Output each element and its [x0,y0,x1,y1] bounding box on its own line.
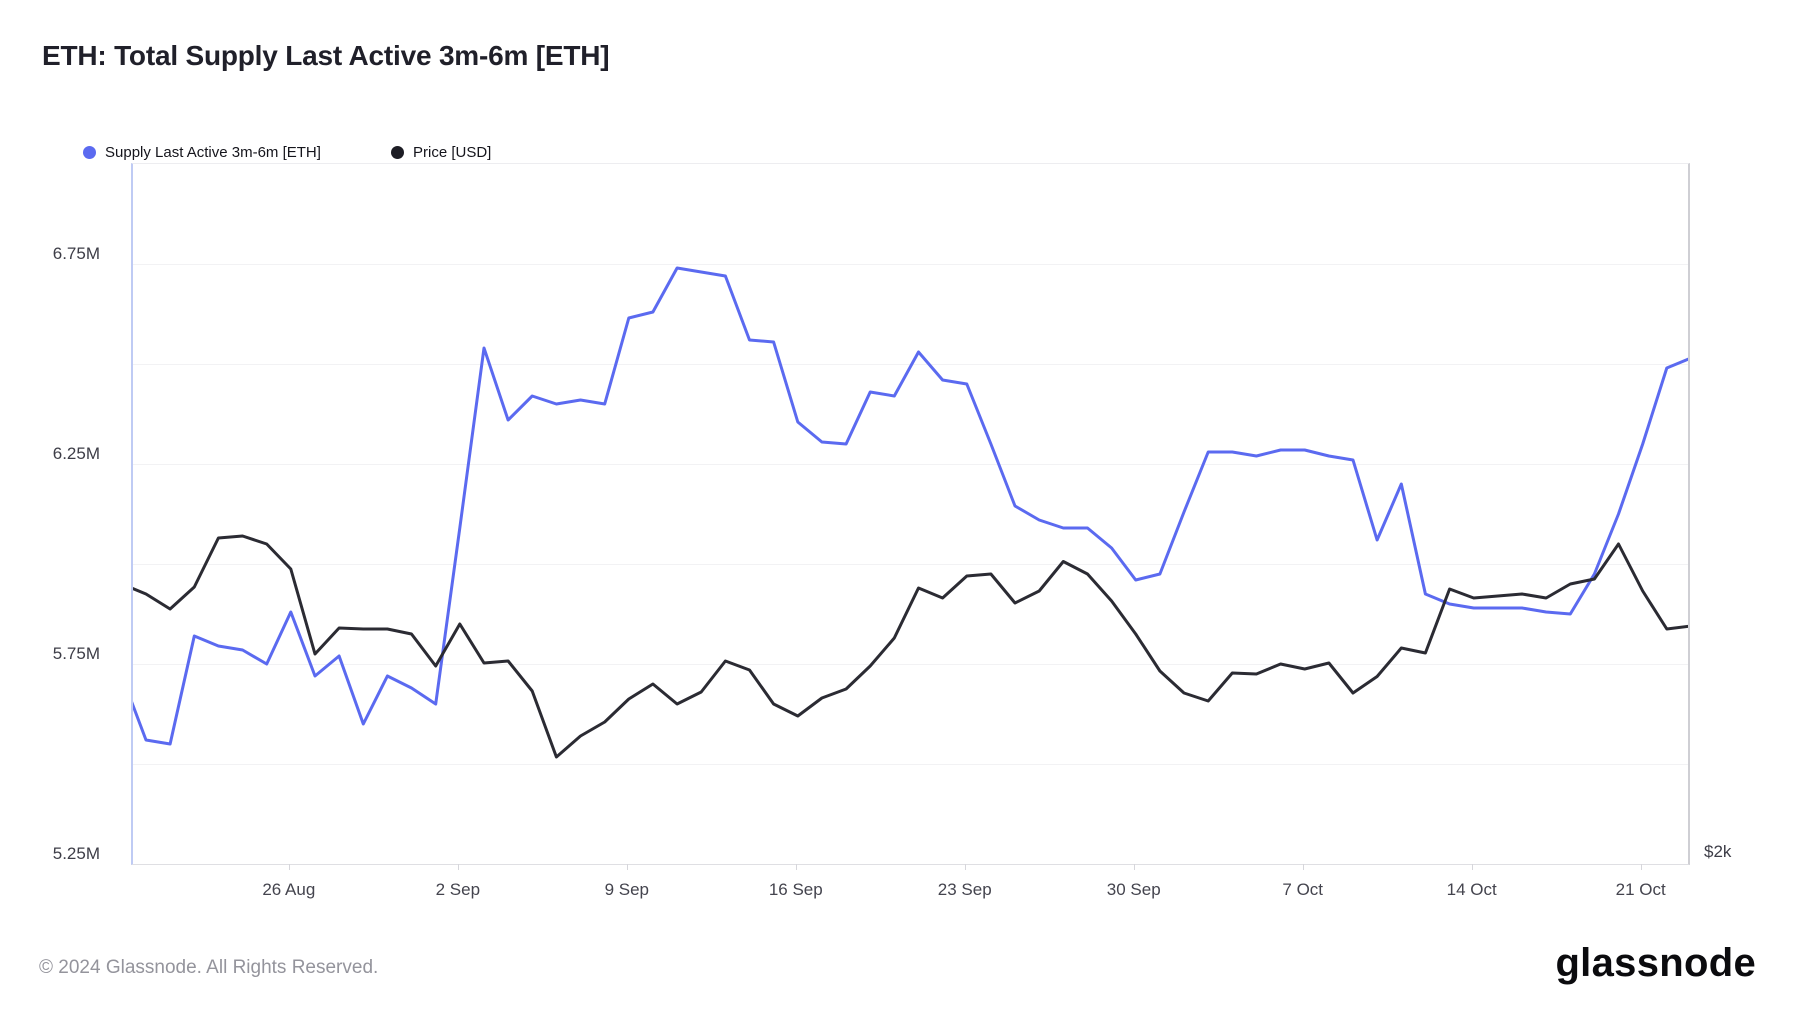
legend-label-supply: Supply Last Active 3m-6m [ETH] [105,144,321,161]
y-axis-label: 6.75M [52,244,100,263]
y-axis-label: 5.75M [52,644,100,663]
x-axis-tick [1302,864,1304,870]
x-axis-tick [795,864,797,870]
x-axis-tick [1640,864,1642,870]
x-axis-tick [964,864,966,870]
y-axis-label: 6.25M [52,444,100,463]
series-line-supply [133,266,1688,746]
glassnode-logo: glassnode [1555,941,1756,985]
x-axis-tick [457,864,459,870]
x-axis-label: 7 Oct [1282,880,1324,899]
plot-area[interactable] [131,163,1690,865]
gridline [133,664,1688,665]
x-axis-label: 14 Oct [1446,880,1497,899]
x-axis-label: 21 Oct [1615,880,1666,899]
gridline [133,264,1688,265]
legend-item-price: Price [USD] [391,144,492,161]
x-axis-label: 30 Sep [1106,880,1161,899]
x-axis-tick [288,864,290,870]
price-series-dot-icon [391,146,404,159]
supply-series-dot-icon [83,146,96,159]
x-axis-label: 23 Sep [937,880,992,899]
x-axis-label: 9 Sep [604,880,650,899]
right-axis-price-label: $2k [1704,842,1732,861]
legend-label-price: Price [USD] [413,144,492,161]
gridline [133,764,1688,765]
x-axis-tick [1133,864,1135,870]
gridline [133,564,1688,565]
legend-item-supply: Supply Last Active 3m-6m [ETH] [83,144,321,161]
copyright-text: © 2024 Glassnode. All Rights Reserved. [39,957,379,978]
series-line-price [133,534,1688,759]
x-axis-label: 26 Aug [262,880,316,899]
y-axis-label: 5.25M [52,844,100,863]
x-axis-tick [626,864,628,870]
x-axis-tick [1471,864,1473,870]
x-axis-label: 16 Sep [768,880,823,899]
chart-title: ETH: Total Supply Last Active 3m-6m [ETH… [42,40,610,71]
gridline [133,464,1688,465]
x-axis-label: 2 Sep [435,880,481,899]
series-svg [133,266,1688,759]
